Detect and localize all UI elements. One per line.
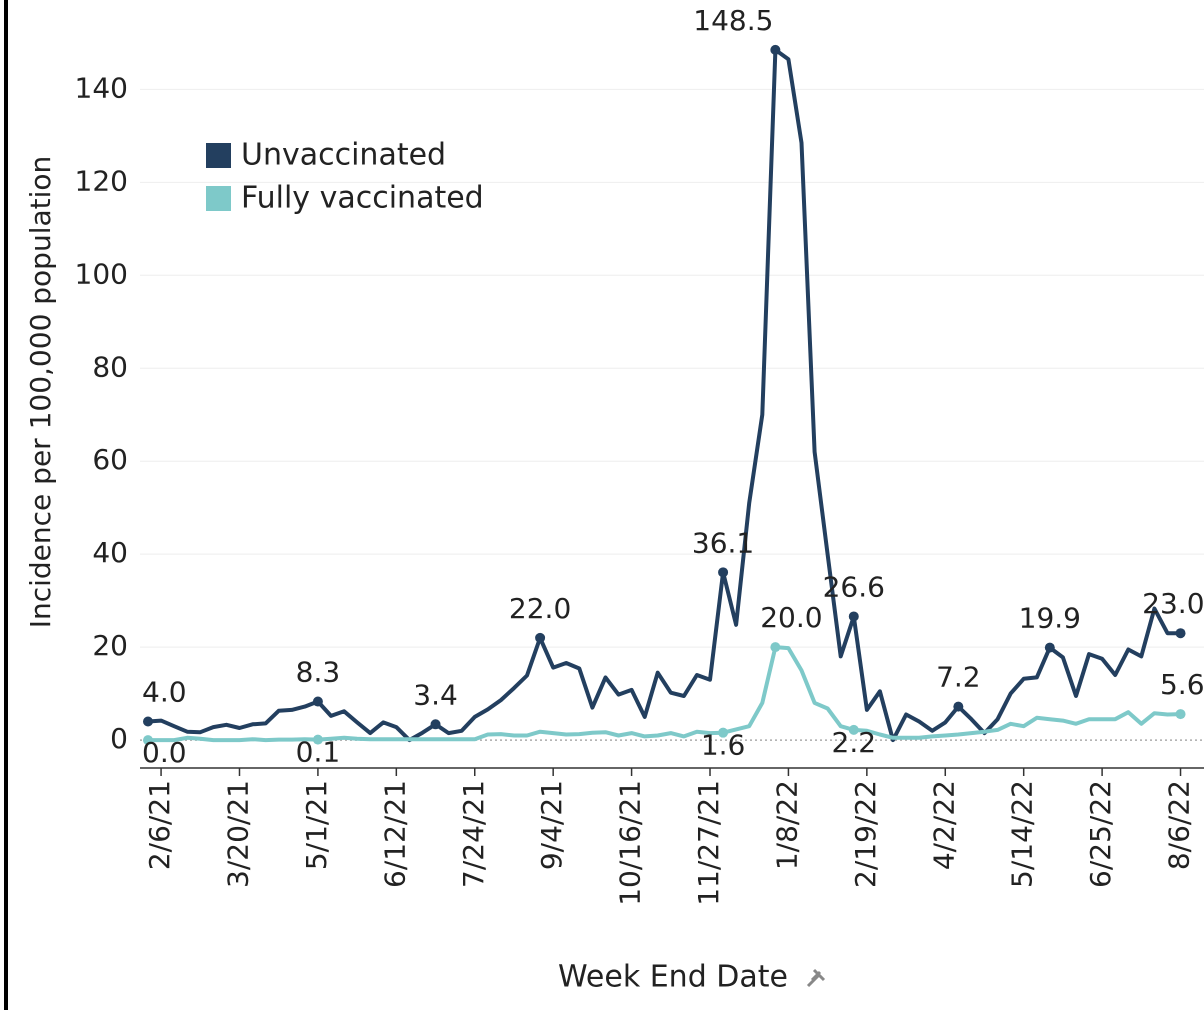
data-label: 148.5 <box>693 4 773 37</box>
y-tick-label: 60 <box>92 443 128 476</box>
y-tick-label: 120 <box>75 164 128 197</box>
data-point <box>312 696 323 707</box>
pin-icon <box>806 968 826 988</box>
data-point <box>1175 628 1186 639</box>
x-axis-title: Week End Date <box>558 960 788 995</box>
x-tick-label: 7/24/21 <box>457 780 490 888</box>
x-tick-label: 10/16/21 <box>614 780 647 906</box>
y-tick-label: 140 <box>75 71 128 104</box>
data-point <box>535 632 546 643</box>
data-point <box>430 719 441 730</box>
data-label: 19.9 <box>1019 602 1081 635</box>
x-tick-label: 2/19/22 <box>849 780 882 888</box>
data-point <box>848 611 859 622</box>
data-point <box>1175 709 1186 720</box>
x-tick-label: 5/14/22 <box>1006 780 1039 888</box>
x-tick-label: 6/12/21 <box>378 780 411 888</box>
x-tick-label: 9/4/21 <box>535 780 568 870</box>
data-label: 0.1 <box>296 736 341 769</box>
data-point <box>718 727 729 738</box>
y-tick-label: 100 <box>75 257 128 290</box>
x-tick-label: 1/8/22 <box>770 780 803 870</box>
data-point <box>312 734 323 745</box>
data-label: 36.1 <box>692 526 754 559</box>
data-label: 0.0 <box>142 736 187 769</box>
x-tick-label: 4/2/22 <box>927 780 960 870</box>
data-point <box>143 716 153 727</box>
data-label: 2.2 <box>832 726 877 759</box>
x-tick-label: 11/27/21 <box>692 780 725 906</box>
data-label: 4.0 <box>142 676 187 709</box>
x-tick-label: 5/1/21 <box>300 780 333 870</box>
data-label: 5.6 <box>1160 668 1204 701</box>
y-tick-label: 80 <box>92 350 128 383</box>
x-tick-label: 3/20/21 <box>221 780 254 888</box>
legend-swatch <box>206 186 231 211</box>
data-point <box>770 642 781 653</box>
y-tick-label: 20 <box>92 629 128 662</box>
x-tick-label: 2/6/21 <box>143 780 176 870</box>
data-point <box>143 735 153 746</box>
data-label: 22.0 <box>509 592 571 625</box>
legend-swatch <box>206 143 231 168</box>
data-point <box>718 567 729 578</box>
data-point <box>953 701 964 712</box>
data-point <box>1044 642 1055 653</box>
y-tick-label: 0 <box>110 722 128 755</box>
data-point <box>848 724 859 735</box>
data-label: 7.2 <box>936 661 981 694</box>
data-label: 8.3 <box>296 656 341 689</box>
x-tick-label: 8/6/22 <box>1163 780 1196 870</box>
data-label: 26.6 <box>823 570 885 603</box>
y-tick-label: 40 <box>92 536 128 569</box>
data-label: 3.4 <box>413 678 458 711</box>
legend-label: Fully vaccinated <box>241 181 484 216</box>
legend-label: Unvaccinated <box>241 138 446 173</box>
data-label: 23.0 <box>1142 587 1204 620</box>
data-label: 20.0 <box>760 601 822 634</box>
data-point <box>770 44 781 55</box>
data-label: 1.6 <box>701 729 746 762</box>
x-tick-label: 6/25/22 <box>1084 780 1117 888</box>
y-axis-title: Incidence per 100,000 population <box>24 156 57 629</box>
